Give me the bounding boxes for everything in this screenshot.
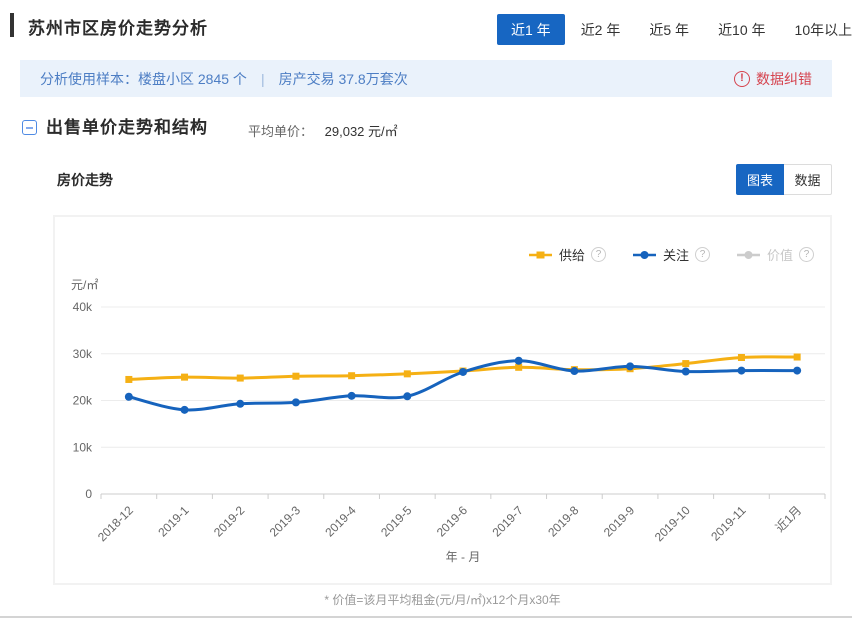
data-point [292,398,300,406]
tab-recent-10-years[interactable]: 近10 年 [705,14,778,45]
help-question-icon[interactable]: ? [695,247,710,262]
data-point [237,375,244,382]
data-point [348,372,355,379]
help-question-icon[interactable]: ? [799,247,814,262]
tab-recent-1-year[interactable]: 近1 年 [497,14,565,45]
data-point [181,406,189,414]
average-price-value: 29,032 元/㎡ [325,124,398,139]
legend-item-supply[interactable]: 供给 ? [528,245,606,264]
data-point [292,373,299,380]
data-point [459,368,467,376]
y-tick-label: 0 [85,487,92,501]
legend-label-attention: 关注 [663,245,689,264]
data-point [737,367,745,375]
trend-chart-svg: 0 10k 20k 30k 40k 元/㎡ 2018-12 2019-1 2019-2 2019-… [55,217,830,583]
y-tick-label: 40k [73,300,93,314]
data-point [682,368,690,376]
data-view-button[interactable]: 数据 [784,164,832,195]
trend-chart-panel: 0 10k 20k 30k 40k 元/㎡ 2018-12 2019-1 2019-2 2019-… [53,215,832,585]
data-correction-label: 数据纠错 [756,69,812,89]
y-tick-label: 10k [73,440,93,454]
sample-transactions: 房产交易 37.8万套次 [279,69,408,89]
legend-label-supply: 供给 [559,245,585,264]
x-tick-label: 2019-1 [155,503,192,540]
x-tick-label: 2018-12 [95,503,136,544]
sample-info-bar: 分析使用样本： 楼盘小区 2845 个 | 房产交易 37.8万套次 ! 数据纠… [20,60,832,97]
data-point [682,360,689,367]
y-axis-unit: 元/㎡ [71,278,98,292]
data-point [738,354,745,361]
supply-line-marker-icon [528,250,553,260]
data-point [348,392,356,400]
x-tick-label: 2019-8 [545,503,582,540]
x-tick-label: 2019-4 [322,503,359,540]
collapse-minus-icon[interactable] [22,120,37,135]
legend-label-value: 价值 [767,245,793,264]
sample-label: 分析使用样本： [40,69,138,89]
average-price-label: 平均单价： [248,124,313,139]
x-tick-label: 2019-6 [434,503,471,540]
legend-item-value[interactable]: 价值 ? [736,245,814,264]
data-point [404,370,411,377]
data-point [125,393,133,401]
average-price: 平均单价： 29,032 元/㎡ [248,121,398,140]
view-toggle: 图表 数据 [736,164,832,195]
help-question-icon[interactable]: ? [591,247,606,262]
data-point [794,354,801,361]
data-point [236,400,244,408]
time-range-tabs: 近1 年 近2 年 近5 年 近10 年 10年以上 [497,14,852,45]
section-title: 出售单价走势和结构 [46,113,208,138]
sample-divider: | [261,71,265,87]
value-formula-footnote: * 价值=该月平均租金(元/月/㎡)x12个月x30年 [53,591,832,608]
x-tick-label: 2019-3 [267,503,304,540]
tab-recent-5-years[interactable]: 近5 年 [636,14,702,45]
data-point [793,367,801,375]
data-point [626,362,634,370]
x-tick-label: 2019-5 [378,503,415,540]
data-point [125,376,132,383]
title-accent-bar [10,13,14,37]
y-tick-label: 30k [73,347,93,361]
data-point [570,367,578,375]
data-correction-button[interactable]: ! 数据纠错 [734,69,812,89]
tab-recent-2-years[interactable]: 近2 年 [568,14,634,45]
x-tick-label: 2019-11 [708,503,749,544]
x-tick-label: 2019-10 [652,503,693,544]
attention-line-marker-icon [632,250,657,260]
x-tick-label: 2019-9 [601,503,638,540]
page: 苏州市区房价走势分析 近1 年 近2 年 近5 年 近10 年 10年以上 分析… [0,0,852,618]
chart-title: 房价走势 [57,170,113,190]
tab-over-10-years[interactable]: 10年以上 [782,14,852,45]
x-tick-label: 2019-2 [211,503,248,540]
value-line-marker-icon [736,250,761,260]
legend-item-attention[interactable]: 关注 ? [632,245,710,264]
x-tick-label: 2019-7 [489,503,526,540]
page-title: 苏州市区房价走势分析 [28,14,208,39]
chart-view-button[interactable]: 图表 [736,164,784,195]
x-tick-label: 近1月 [773,503,805,535]
data-point [181,374,188,381]
y-tick-label: 20k [73,394,93,408]
data-point [515,364,522,371]
data-point [515,357,523,365]
chart-legend: 供给 ? 关注 ? 价值 ? [528,245,814,264]
x-axis-title: 年 - 月 [446,550,481,564]
data-point [403,392,411,400]
exclamation-circle-icon: ! [734,71,750,87]
sample-communities: 楼盘小区 2845 个 [138,69,247,89]
